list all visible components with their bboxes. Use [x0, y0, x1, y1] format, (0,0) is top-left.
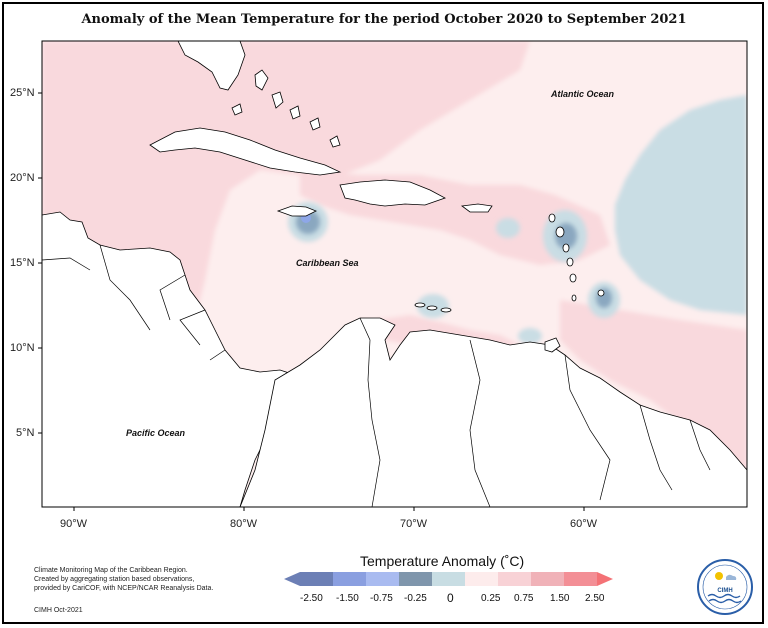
cold-anomaly-trinidad [518, 328, 542, 344]
axis-ticks [38, 92, 585, 511]
lat-label-15n: 15°N [10, 257, 35, 269]
land-lesser-antilles [548, 213, 605, 302]
credit-text: Climate Monitoring Map of the Caribbean … [34, 566, 213, 593]
color-bar-segment [399, 572, 432, 586]
label-atlantic-ocean: Atlantic Ocean [551, 89, 615, 99]
land-jamaica [276, 205, 317, 217]
lon-label-60w: 60°W [570, 518, 598, 530]
legend-tick: -0.25 [404, 593, 427, 604]
color-bar-segment [465, 572, 498, 586]
credit-line: provided by CariCOF, with NCEP/NCAR Rean… [34, 585, 214, 592]
color-bar-segment [531, 572, 564, 586]
land-abc-islands [414, 302, 452, 313]
label-caribbean-sea: Caribbean Sea [296, 258, 359, 268]
cimh-logo [697, 559, 753, 615]
legend-tick: 0 [447, 591, 454, 605]
legend-tick: -2.50 [300, 593, 323, 604]
land-bahamas [231, 69, 341, 148]
color-bar-segment [432, 572, 465, 586]
warm-anomaly-region-southeast [560, 300, 747, 500]
land-hispaniola [339, 179, 446, 207]
lon-label-70w: 70°W [400, 518, 428, 530]
land-puerto-rico [460, 203, 493, 213]
land-trinidad [544, 337, 561, 353]
color-bar-segment [498, 572, 531, 586]
map-border [41, 40, 748, 508]
cold-anomaly-puerto-rico-east [496, 218, 520, 238]
legend-tick: -0.75 [370, 593, 393, 604]
credit-line: Created by aggregating station based obs… [34, 576, 195, 583]
credit-tag: CIMH Oct-2021 [34, 607, 83, 614]
map-title: Anomaly of the Mean Temperature for the … [81, 12, 687, 27]
legend-tick: 0.25 [481, 593, 501, 604]
color-bar-segment [564, 572, 597, 586]
color-bar [284, 572, 613, 586]
legend-title: Temperature Anomaly (˚C) [360, 553, 525, 569]
land-south-america [239, 317, 747, 507]
lat-label-20n: 20°N [10, 172, 35, 184]
color-bar-right-arrow [597, 572, 613, 586]
color-bar-left-arrow [284, 572, 300, 586]
credit-line: Climate Monitoring Map of the Caribbean … [34, 567, 188, 574]
lat-label-25n: 25°N [10, 87, 35, 99]
legend-tick: -1.50 [336, 593, 359, 604]
legend-tick: 2.50 [585, 593, 605, 604]
cold-anomaly-region-atlantic [615, 95, 747, 315]
label-pacific-ocean: Pacific Ocean [126, 428, 186, 438]
lat-label-10n: 10°N [10, 342, 35, 354]
legend-tick: 1.50 [550, 593, 570, 604]
country-borders [42, 244, 711, 507]
logo-text: CIMH [717, 588, 733, 594]
legend-tick: 0.75 [514, 593, 534, 604]
lat-label-5n: 5°N [16, 427, 35, 439]
color-bar-segment [333, 572, 366, 586]
land-cuba [149, 127, 342, 176]
color-bar-segment [300, 572, 333, 586]
lon-label-90w: 90°W [60, 518, 88, 530]
lon-label-80w: 80°W [230, 518, 258, 530]
color-bar-segment [366, 572, 399, 586]
land-florida [177, 41, 246, 91]
